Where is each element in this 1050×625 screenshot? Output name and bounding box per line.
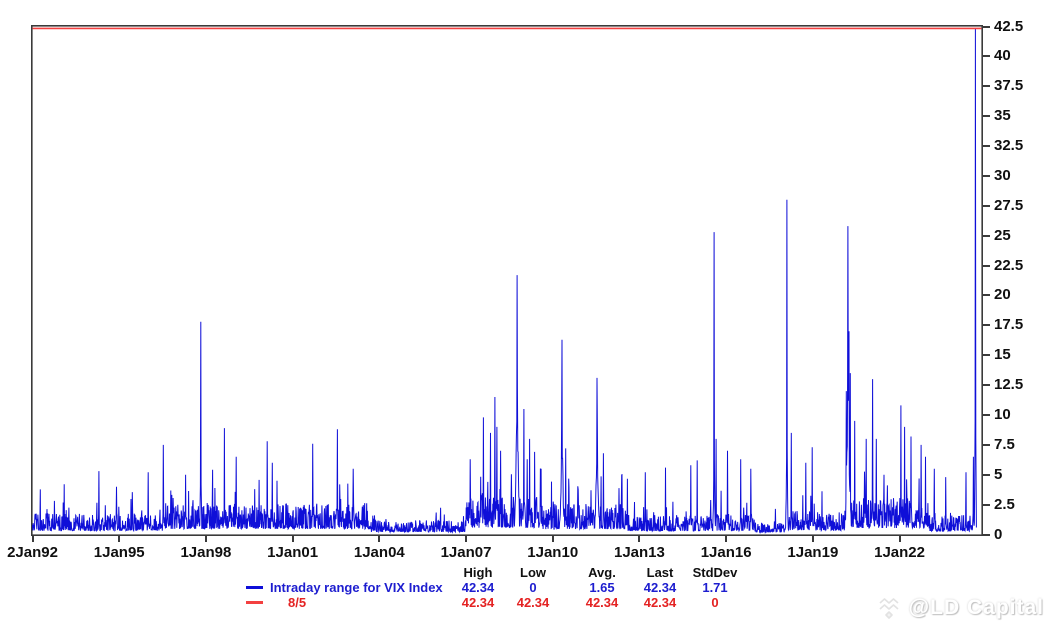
x-tick-label: 1Jan22 xyxy=(874,544,925,561)
y-tick xyxy=(983,115,990,118)
aug5-avg: 42.34 xyxy=(585,595,619,610)
x-tick xyxy=(898,536,901,542)
legend-row-aug5-line: 8/5 42.34 42.34 42.34 42.34 0 xyxy=(0,595,1050,610)
y-tick-label: 37.5 xyxy=(994,77,1024,95)
stats-col-avg: Avg. xyxy=(588,565,616,580)
y-tick xyxy=(983,324,990,327)
y-tick xyxy=(983,503,990,506)
x-tick-label: 1Jan13 xyxy=(613,544,665,561)
watermark: @LD Capital xyxy=(876,595,1044,621)
y-tick xyxy=(983,443,990,446)
y-tick xyxy=(983,85,990,88)
y-tick-label: 0 xyxy=(994,525,1003,543)
y-tick xyxy=(983,384,990,387)
y-tick xyxy=(983,413,990,416)
aug5-stddev: 0 xyxy=(711,595,719,610)
x-tick xyxy=(638,536,641,542)
x-tick xyxy=(204,536,207,542)
y-tick-label: 17.5 xyxy=(994,316,1024,334)
ld-capital-logo-icon xyxy=(879,598,899,619)
x-tick xyxy=(378,536,381,542)
y-tick-label: 25 xyxy=(994,226,1011,244)
watermark-text: @LD Capital xyxy=(908,596,1044,619)
x-tick-label: 1Jan01 xyxy=(267,544,319,561)
y-tick xyxy=(983,473,990,476)
vix-avg: 1.65 xyxy=(589,580,615,595)
y-tick-label: 22.5 xyxy=(994,256,1024,274)
x-tick-label: 1Jan10 xyxy=(527,544,579,561)
x-tick xyxy=(725,536,728,542)
legend-row-vix: Intraday range for VIX Index 42.34 0 1.6… xyxy=(0,580,1050,595)
stats-col-high: High xyxy=(463,565,493,580)
y-tick xyxy=(983,234,990,237)
y-tick-label: 12.5 xyxy=(994,376,1024,394)
y-tick-label: 15 xyxy=(994,346,1011,364)
x-tick-label: 1Jan98 xyxy=(180,544,232,561)
x-tick-label: 1Jan07 xyxy=(440,544,492,561)
plot-area xyxy=(31,25,983,536)
vix-low: 0 xyxy=(529,580,537,595)
y-tick xyxy=(983,145,990,148)
x-tick-label: 1Jan04 xyxy=(353,544,405,561)
x-tick xyxy=(551,536,554,542)
y-tick-label: 27.5 xyxy=(994,196,1024,214)
x-tick-label: 2Jan92 xyxy=(7,544,58,561)
aug5-high: 42.34 xyxy=(461,595,495,610)
x-tick xyxy=(291,536,294,542)
x-tick-label: 1Jan95 xyxy=(93,544,145,561)
stats-header-row: High Low Avg. Last StdDev xyxy=(0,565,1050,580)
x-tick xyxy=(811,536,814,542)
x-tick xyxy=(465,536,468,542)
y-tick xyxy=(983,25,990,28)
x-tick xyxy=(118,536,121,542)
aug5-series-swatch-icon xyxy=(246,601,263,604)
y-tick-label: 32.5 xyxy=(994,137,1024,155)
vix-series-swatch-icon xyxy=(246,586,263,589)
aug5-last: 42.34 xyxy=(643,595,677,610)
y-tick-label: 42.5 xyxy=(994,17,1024,35)
x-tick-label: 1Jan16 xyxy=(700,544,752,561)
y-tick-label: 5 xyxy=(994,465,1003,483)
y-tick-label: 2.5 xyxy=(994,495,1015,513)
y-tick-label: 20 xyxy=(994,286,1011,304)
y-tick xyxy=(983,174,990,177)
stats-col-stddev: StdDev xyxy=(692,565,738,580)
y-tick xyxy=(983,533,990,536)
aug5-series-label: 8/5 xyxy=(288,595,307,610)
vix-high: 42.34 xyxy=(461,580,495,595)
y-tick xyxy=(983,354,990,357)
aug5-low: 42.34 xyxy=(516,595,550,610)
x-tick-label: 1Jan19 xyxy=(787,544,839,561)
y-tick-label: 30 xyxy=(994,166,1011,184)
vix-stddev: 1.71 xyxy=(702,580,728,595)
y-tick xyxy=(983,264,990,267)
vix-series-label: Intraday range for VIX Index xyxy=(270,580,443,595)
y-tick xyxy=(983,204,990,207)
stats-col-last: Last xyxy=(646,565,674,580)
stats-col-low: Low xyxy=(520,565,546,580)
x-tick xyxy=(31,536,34,542)
y-tick-label: 35 xyxy=(994,107,1011,125)
vix-last: 42.34 xyxy=(643,580,677,595)
y-tick xyxy=(983,294,990,297)
y-tick xyxy=(983,55,990,58)
y-tick-label: 7.5 xyxy=(994,435,1015,453)
y-tick-label: 40 xyxy=(994,47,1011,65)
y-tick-label: 10 xyxy=(994,405,1011,423)
